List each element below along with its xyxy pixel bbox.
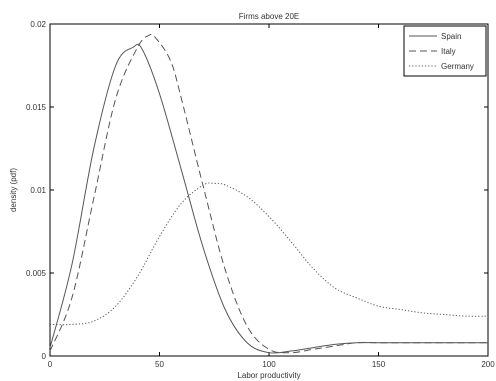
plot-area (49, 23, 489, 357)
legend: Spain Italy Germany (403, 25, 487, 77)
legend-label-spain: Spain (441, 32, 461, 41)
axis-ticks: 0 50 100 150 200 0 0.005 0.01 0.015 0.02 (26, 20, 495, 369)
legend-label-italy: Italy (441, 47, 456, 56)
legend-box (403, 25, 487, 77)
x-axis-label: Labor productivity (237, 371, 300, 380)
series-line-germany (49, 182, 489, 326)
y-axis-label: density (pdf) (9, 168, 18, 212)
x-tick-label: 200 (481, 360, 495, 369)
x-tick-label: 100 (262, 360, 276, 369)
y-tick-label: 0.015 (26, 103, 47, 112)
legend-label-germany: Germany (441, 62, 474, 71)
x-tick-label: 50 (155, 360, 164, 369)
x-tick-label: 150 (372, 360, 386, 369)
x-tick-label: 0 (48, 360, 53, 369)
y-tick-label: 0.01 (30, 186, 46, 195)
series-layer (49, 33, 489, 354)
chart-title: Firms above 20E (239, 12, 299, 21)
series-line-italy (49, 33, 488, 354)
y-tick-label: 0.02 (30, 20, 46, 29)
y-tick-label: 0.005 (26, 269, 47, 278)
y-tick-label: 0 (42, 352, 47, 361)
